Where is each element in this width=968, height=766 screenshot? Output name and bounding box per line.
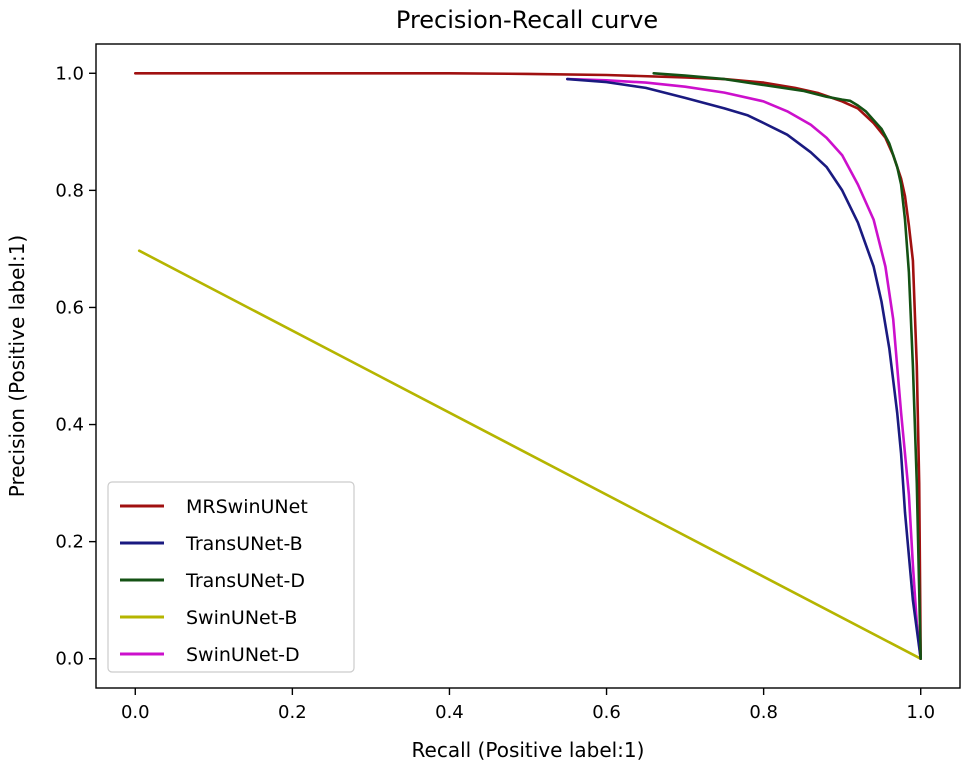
y-tick-label: 0.8 [55, 180, 84, 201]
series-line-mrswinunet [134, 72, 923, 661]
x-axis: 0.0 0.2 0.4 0.6 0.8 1.0 [121, 688, 935, 723]
x-tick-label: 1.0 [906, 702, 935, 723]
x-tick-label: 0.8 [749, 702, 778, 723]
legend-label: SwinUNet-B [186, 607, 297, 629]
y-tick-label: 0.4 [55, 415, 84, 436]
series-line-transunet-d [652, 72, 923, 661]
y-axis-label: Precision (Positive label:1) [5, 235, 29, 498]
chart-title: Precision-Recall curve [396, 6, 658, 34]
legend-box [107, 481, 355, 673]
legend-label: MRSwinUNet [186, 496, 308, 518]
x-tick-label: 0.2 [278, 702, 307, 723]
series-line-swinunet-d [565, 77, 923, 661]
plot-frame [95, 43, 961, 689]
y-axis: 0.0 0.2 0.4 0.6 0.8 1.0 [55, 63, 96, 670]
legend-label: SwinUNet-D [186, 644, 300, 666]
series-line-transunet-b [565, 77, 923, 661]
legend-label: TransUNet-B [185, 533, 303, 555]
y-tick-label: 0.0 [55, 649, 84, 670]
legend-label: TransUNet-D [185, 570, 305, 592]
series-layer [134, 72, 923, 661]
x-tick-label: 0.4 [435, 702, 464, 723]
y-tick-label: 0.6 [55, 297, 84, 318]
x-tick-label: 0.6 [592, 702, 621, 723]
x-tick-label: 0.0 [121, 702, 150, 723]
x-axis-label: Recall (Positive label:1) [412, 738, 645, 762]
y-tick-label: 1.0 [55, 63, 84, 84]
series-line-swinunet-b [137, 249, 923, 661]
y-tick-label: 0.2 [55, 532, 84, 553]
legend: MRSwinUNet TransUNet-B TransUNet-D SwinUNet… [107, 481, 355, 673]
